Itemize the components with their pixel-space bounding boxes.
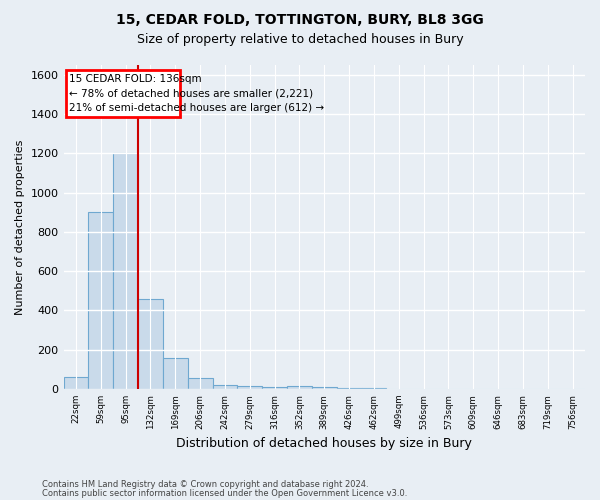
Text: Contains HM Land Registry data © Crown copyright and database right 2024.: Contains HM Land Registry data © Crown c… [42, 480, 368, 489]
Text: Contains public sector information licensed under the Open Government Licence v3: Contains public sector information licen… [42, 488, 407, 498]
Text: 15, CEDAR FOLD, TOTTINGTON, BURY, BL8 3GG: 15, CEDAR FOLD, TOTTINGTON, BURY, BL8 3G… [116, 12, 484, 26]
Bar [138, 298, 163, 389]
Bar [113, 154, 138, 389]
X-axis label: Distribution of detached houses by size in Bury: Distribution of detached houses by size … [176, 437, 472, 450]
Bar [88, 212, 113, 389]
Bar [362, 388, 386, 389]
Bar [312, 387, 337, 389]
FancyBboxPatch shape [65, 70, 180, 117]
Text: ← 78% of detached houses are smaller (2,221): ← 78% of detached houses are smaller (2,… [68, 88, 313, 99]
Y-axis label: Number of detached properties: Number of detached properties [15, 140, 25, 314]
Bar [64, 377, 88, 389]
Bar [238, 386, 262, 389]
Text: 21% of semi-detached houses are larger (612) →: 21% of semi-detached houses are larger (… [68, 102, 323, 113]
Bar [337, 388, 362, 389]
Bar [212, 385, 238, 389]
Bar [188, 378, 212, 389]
Text: 15 CEDAR FOLD: 136sqm: 15 CEDAR FOLD: 136sqm [68, 74, 201, 85]
Bar [287, 386, 312, 389]
Bar [262, 387, 287, 389]
Text: Size of property relative to detached houses in Bury: Size of property relative to detached ho… [137, 32, 463, 46]
Bar [163, 358, 188, 389]
